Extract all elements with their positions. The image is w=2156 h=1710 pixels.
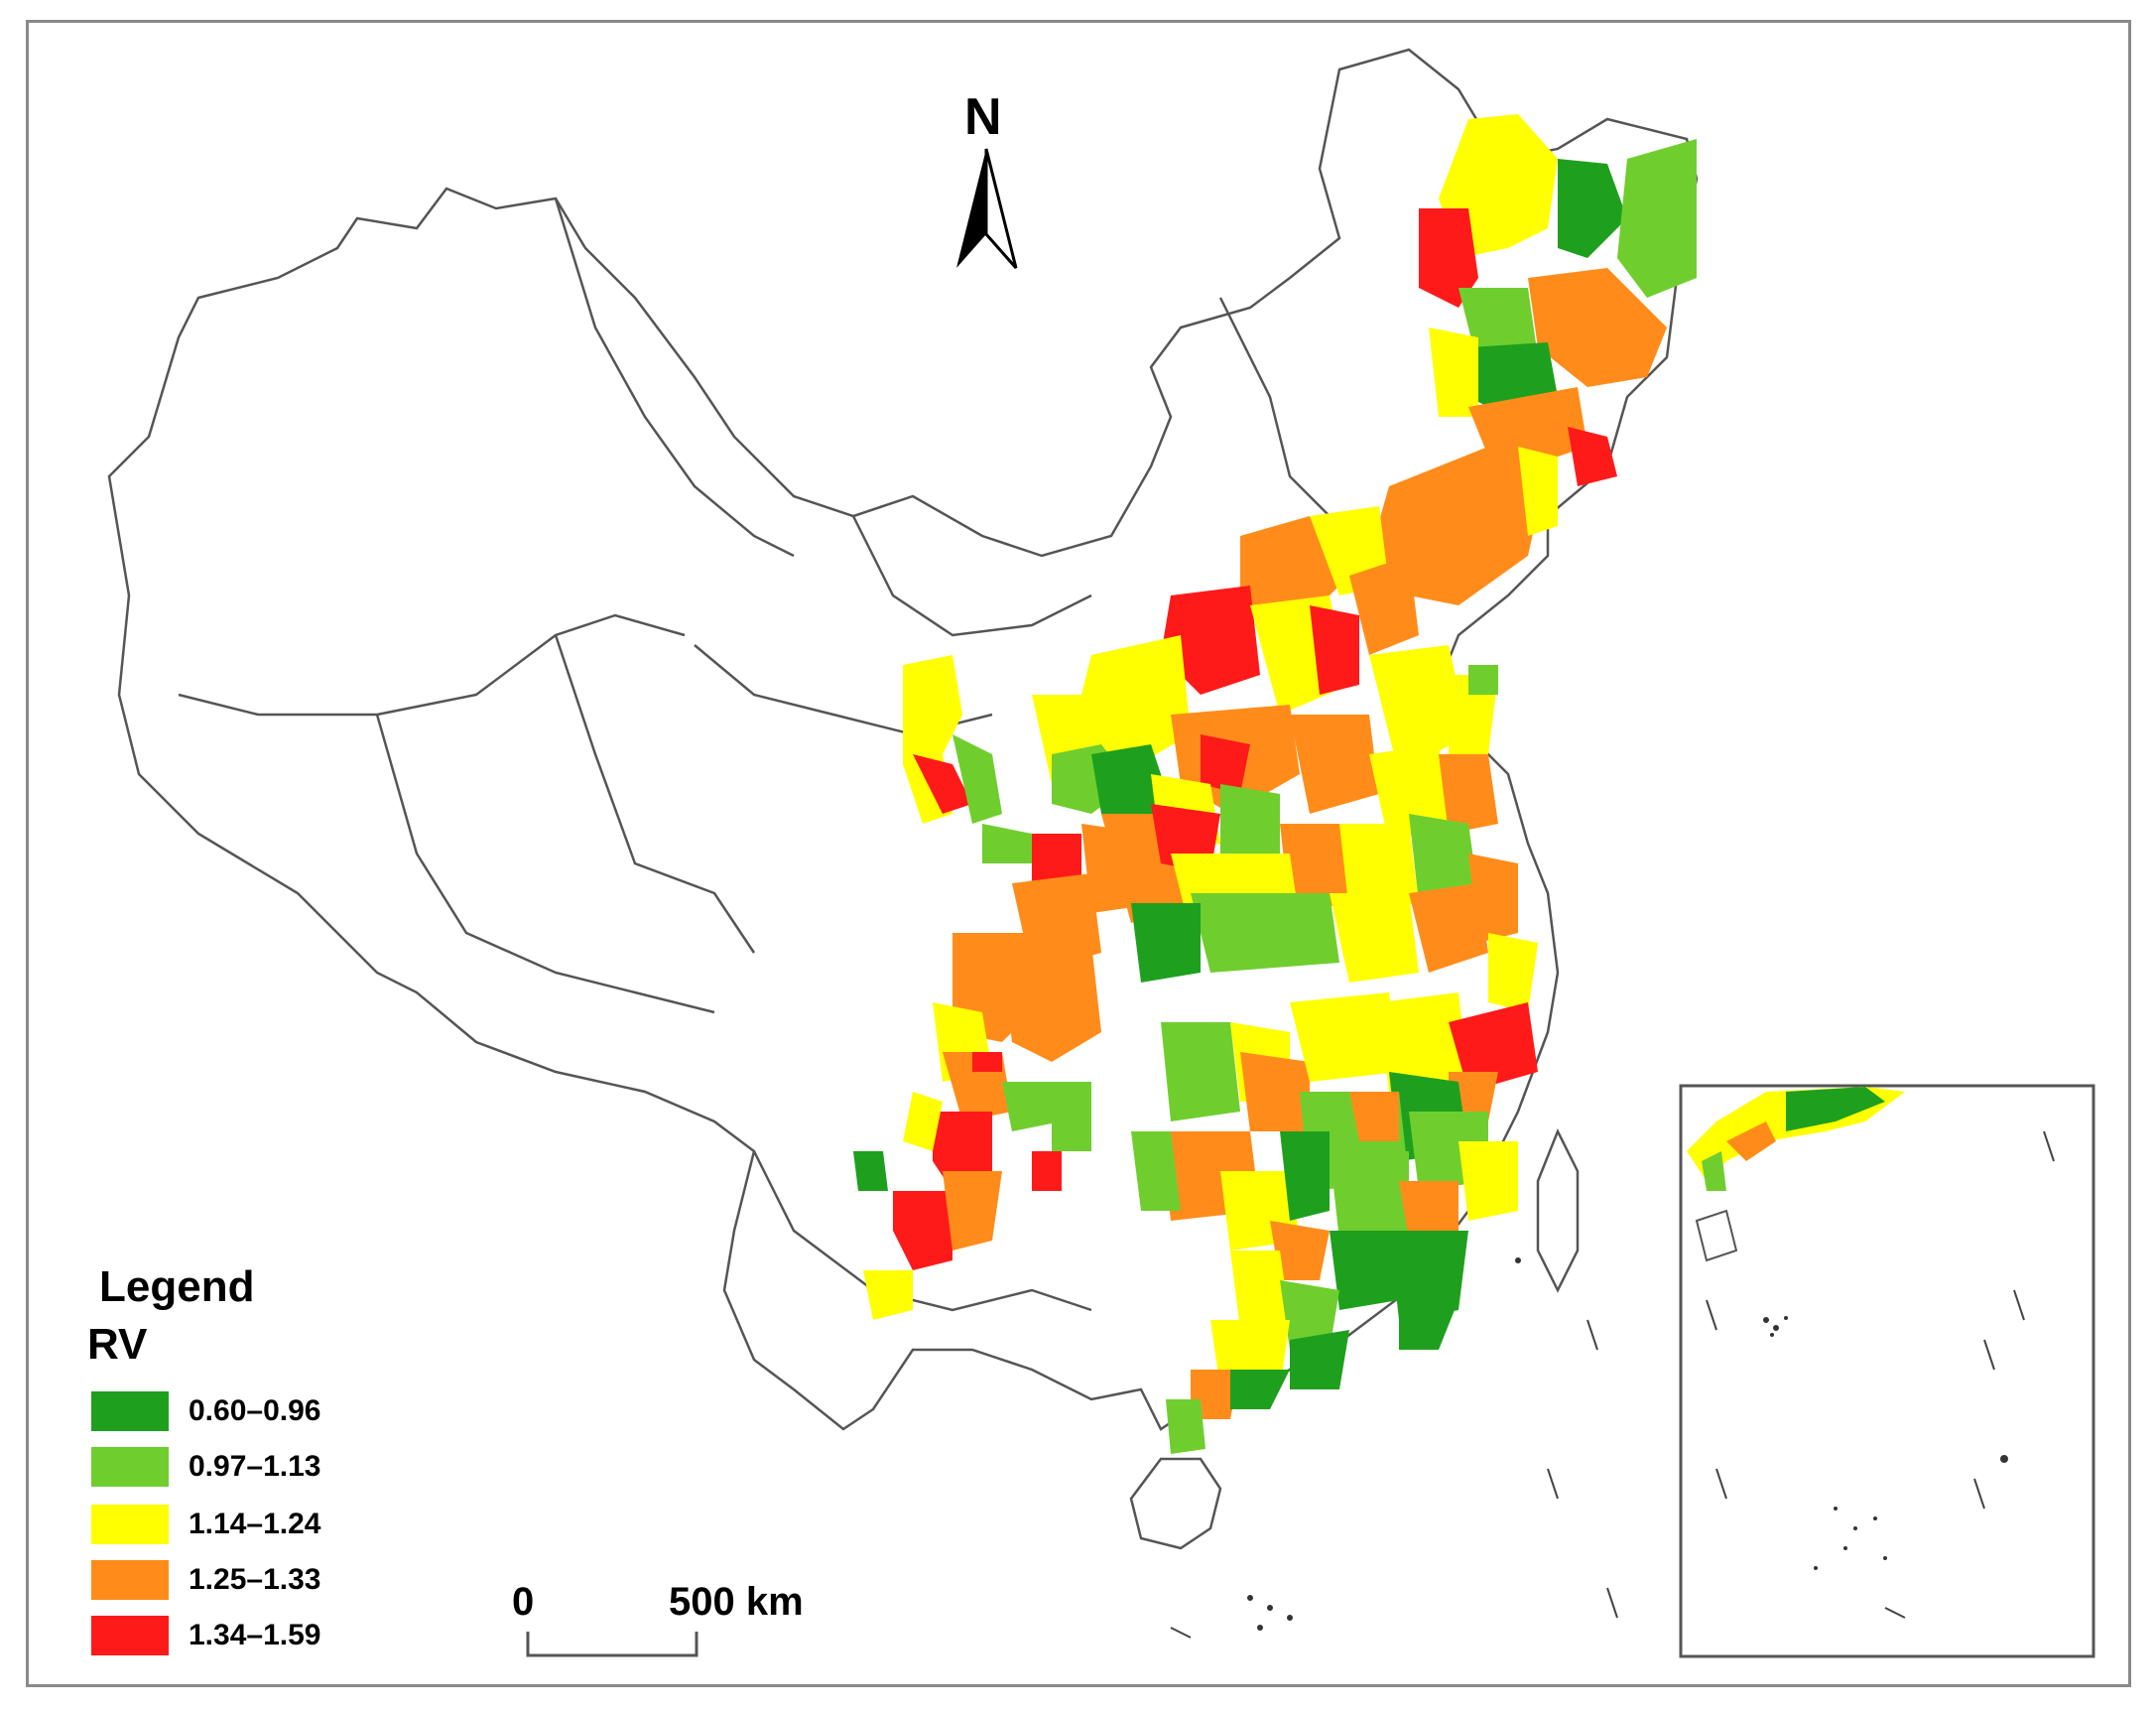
region-sw-orange-4 [943,1171,1002,1250]
north-arrow-icon [956,148,1018,269]
inset-map [1679,1084,2095,1658]
legend-item: 0.97–1.13 [91,1445,320,1489]
legend-swatch [91,1391,169,1431]
region-sw-lightgreen-1 [1002,1082,1062,1131]
region-c-yellow-4 [1330,893,1419,983]
region-c-lightgreen-2 [1220,784,1280,854]
region-s-green-6 [1230,1370,1290,1409]
legend-swatch [91,1447,169,1487]
region-sw-lightgreen-2 [1052,1082,1091,1151]
scale-bar-start-label: 0 [512,1580,535,1624]
region-s-yellow-6 [1230,1250,1290,1330]
region-n-red-1 [1161,586,1260,695]
legend-label: 0.60–0.96 [189,1394,321,1427]
sea-islands [1247,1257,1521,1631]
scale-bar-end-label: 500 km [669,1580,804,1624]
legend-label: 1.25–1.33 [189,1563,321,1596]
legend-swatch [91,1505,169,1544]
region-s-orange-6 [1270,1221,1330,1280]
legend-variable: RV [87,1320,148,1369]
scale-bar [526,1632,698,1657]
region-ne-orange-3 [1369,447,1548,605]
region-s-orange-5 [1399,1181,1458,1241]
choropleth-regions [853,114,1697,1454]
region-n-red-2 [1310,605,1359,695]
legend-item: 0.60–0.96 [91,1389,320,1433]
region-s-red-1 [1449,1002,1538,1092]
region-ne-yellow-3 [1518,447,1558,536]
region-c-lightgreen-4 [1409,814,1478,903]
region-n-orange-4 [1290,715,1379,814]
region-sw-green-1 [853,1151,888,1191]
region-ne-red-1 [1419,208,1478,308]
region-s-yellow-2 [1290,992,1399,1082]
region-c-green-2 [1131,903,1201,983]
region-ne-orange-2 [1468,387,1587,466]
region-n-lightgreen-1 [1468,665,1498,695]
region-c-lightgreen-5 [1191,893,1339,973]
region-ne-orange-1 [1528,268,1667,387]
region-ne-lightgreen-1 [1617,139,1697,298]
region-sw-yellow-3 [863,1270,913,1320]
region-s-green-2 [1280,1131,1330,1221]
legend-swatch [91,1616,169,1655]
region-n-orange-2 [1349,556,1419,655]
region-sw-red-3 [893,1191,952,1270]
region-ne-yellow-2 [1429,328,1478,417]
region-s-lightgreen-4 [1330,1151,1409,1241]
region-c-orange-5 [1409,883,1488,973]
region-c-lightgreen-3 [982,824,1032,863]
region-sw-yellow-2 [903,1092,943,1151]
region-s-yellow-5 [1458,1141,1518,1221]
region-s-lightgreen-3 [1131,1131,1181,1211]
region-n-red-3 [1201,734,1250,794]
legend-label: 0.97–1.13 [189,1450,321,1483]
region-s-green-7 [1399,1300,1458,1350]
region-s-orange-3 [1349,1092,1399,1141]
north-arrow-label: N [964,88,1002,146]
legend-item: 1.14–1.24 [91,1503,320,1546]
region-nw-lightgreen-1 [952,734,1002,824]
legend-swatch [91,1560,169,1600]
legend-label: 1.34–1.59 [189,1619,321,1651]
region-s-lightgreen-6 [1280,1280,1339,1350]
region-nw-yellow-1 [903,655,962,824]
region-ne-red-2 [1568,427,1617,486]
legend-title: Legend [99,1262,255,1311]
legend-item: 1.25–1.33 [91,1558,320,1602]
region-c-orange-2 [1081,824,1161,913]
region-n-yellow-4 [1369,645,1468,774]
region-s-green-4 [1389,1231,1468,1320]
region-c-yellow-5 [1488,933,1538,1012]
region-s-lightgreen-7 [1166,1399,1205,1454]
legend-label: 1.14–1.24 [189,1508,321,1540]
region-s-orange-1 [1240,1052,1310,1131]
region-c-yellow-2 [1339,824,1419,913]
region-nw-red-1 [913,754,972,814]
sea-outlines [1170,1319,1618,1639]
region-s-orange-7 [1191,1370,1240,1419]
region-s-yellow-3 [1379,992,1468,1092]
region-ne-green-1 [1558,159,1627,258]
region-c-orange-6 [1468,854,1518,943]
region-s-green-3 [1330,1231,1399,1310]
region-sw-red-4 [1032,1151,1062,1191]
region-n-orange-5 [1439,754,1498,834]
region-s-green-5 [1290,1330,1349,1389]
region-s-lightgreen-1 [1161,1022,1240,1121]
legend-item: 1.34–1.59 [91,1614,320,1657]
region-c-orange-3 [1280,824,1349,913]
region-sw-orange-2 [1002,943,1101,1062]
region-sw-red-1 [972,1052,1002,1072]
